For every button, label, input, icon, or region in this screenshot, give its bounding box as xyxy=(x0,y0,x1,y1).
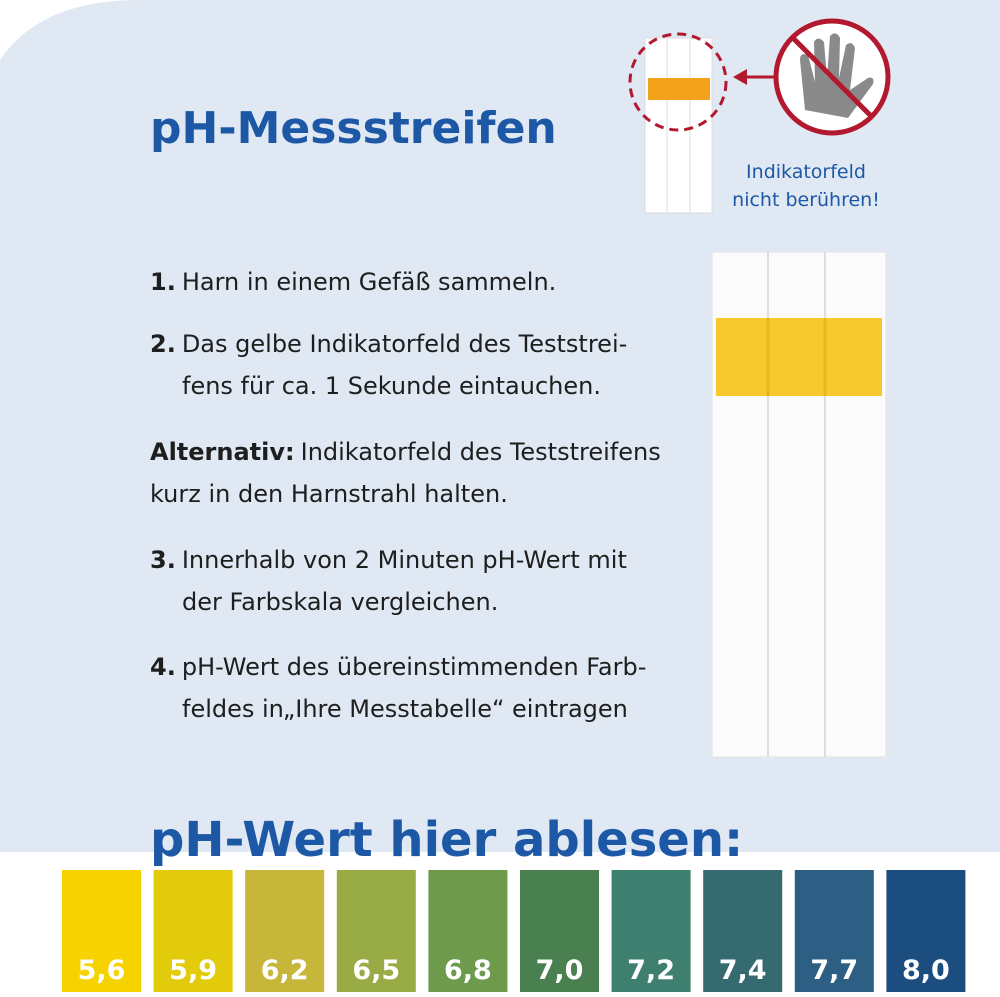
swatch-label: 6,5 xyxy=(352,955,400,986)
swatch xyxy=(62,870,141,992)
swatch-label: 6,8 xyxy=(444,955,492,986)
swatch-label: 7,0 xyxy=(536,955,584,986)
step-number: 4. xyxy=(150,653,176,681)
step-number: 3. xyxy=(150,546,176,574)
step-line: der Farbskala vergleichen. xyxy=(182,588,498,616)
step-line: Indikatorfeld des Teststreifens xyxy=(301,438,661,466)
swatch-label: 8,0 xyxy=(902,955,950,986)
color-scale: 5,6 5,9 6,2 6,5 6,8 7,0 7,2 7,4 7,7 8,0 xyxy=(62,870,966,992)
swatch xyxy=(336,870,416,992)
steps: 1. Harn in einem Gefäß sammeln. 2. Das gelb… xyxy=(150,268,661,723)
scale-heading: pH-Wert hier ablesen: xyxy=(150,812,743,868)
swatch-label: 6,2 xyxy=(261,955,309,986)
swatch xyxy=(245,870,325,992)
strip-icon xyxy=(628,32,728,214)
arrow xyxy=(733,69,776,85)
step-line: pH-Wert des übereinstimmenden Farb- xyxy=(182,653,647,681)
step-line: Harn in einem Gefäß sammeln. xyxy=(182,268,556,296)
swatch-label: 7,4 xyxy=(719,955,767,986)
step-number: 1. xyxy=(150,268,176,296)
swatch-label: 5,9 xyxy=(169,955,217,986)
step-line: Das gelbe Indikatorfeld des Teststrei- xyxy=(182,330,627,358)
step-number: 2. xyxy=(150,330,176,358)
swatch-label: 7,2 xyxy=(627,955,675,986)
swatch xyxy=(886,870,966,992)
warning-line: Indikatorfeld xyxy=(746,161,866,183)
no-touch-icon xyxy=(773,18,891,136)
step-line: Innerhalb von 2 Minuten pH-Wert mit xyxy=(182,546,627,574)
strip-image xyxy=(711,251,887,758)
warning: Indikatorfeld nicht berühren! xyxy=(732,161,880,211)
swatch xyxy=(520,870,599,992)
step-line: fens für ca. 1 Sekunde eintauchen. xyxy=(182,372,601,400)
swatch xyxy=(428,870,508,992)
swatch xyxy=(611,870,691,992)
step-line: kurz in den Harnstrahl halten. xyxy=(150,480,508,508)
step-line: feldes in„Ihre Messtabelle“ eintragen xyxy=(182,695,628,723)
warning-line: nicht berühren! xyxy=(732,189,880,211)
swatch-label: 7,7 xyxy=(810,955,858,986)
step-number: Alternativ: xyxy=(150,438,295,466)
swatch-label: 5,6 xyxy=(78,955,126,986)
swatch xyxy=(703,870,783,992)
swatch xyxy=(153,870,233,992)
title: pH-Messstreifen xyxy=(150,103,557,154)
swatch xyxy=(794,870,874,992)
